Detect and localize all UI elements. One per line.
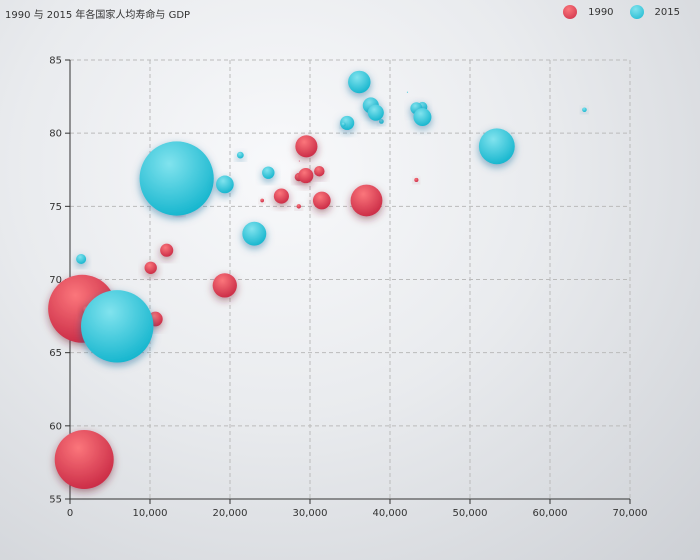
x-tick-label: 20,000 bbox=[213, 508, 248, 519]
x-tick-label: 70,000 bbox=[613, 508, 648, 519]
y-tick-label: 60 bbox=[49, 421, 62, 432]
bubble-2015[interactable] bbox=[478, 128, 515, 165]
x-tick-label: 50,000 bbox=[453, 508, 488, 519]
bubble-2015[interactable] bbox=[262, 166, 275, 179]
bubble-2015[interactable] bbox=[406, 91, 409, 93]
legend: 1990 2015 bbox=[547, 5, 680, 19]
y-tick-label: 80 bbox=[49, 129, 62, 140]
bubble-1990[interactable] bbox=[314, 165, 325, 177]
bubble-2015[interactable] bbox=[139, 141, 214, 216]
bubble-1990[interactable] bbox=[273, 188, 289, 204]
bubble-1990[interactable] bbox=[350, 184, 383, 217]
x-tick-label: 10,000 bbox=[133, 508, 168, 519]
bubble-1990[interactable] bbox=[295, 135, 318, 158]
x-tick-label: 40,000 bbox=[373, 508, 408, 519]
bubble-1990[interactable] bbox=[260, 198, 265, 203]
x-tick-label: 30,000 bbox=[293, 508, 328, 519]
legend-item-1990[interactable]: 1990 bbox=[563, 5, 614, 19]
bubble-2015[interactable] bbox=[81, 290, 154, 363]
legend-marker-1990 bbox=[563, 5, 578, 19]
bubble-2015[interactable] bbox=[216, 175, 234, 194]
bubble-2015[interactable] bbox=[348, 70, 371, 94]
bubble-1990[interactable] bbox=[144, 261, 157, 274]
bubble-2015[interactable] bbox=[379, 119, 384, 124]
bubble-1990[interactable] bbox=[212, 273, 237, 298]
y-tick-label: 75 bbox=[49, 202, 62, 213]
legend-marker-2015 bbox=[629, 5, 644, 19]
bubble-2015[interactable] bbox=[582, 107, 587, 113]
bubble-1990[interactable] bbox=[296, 204, 302, 209]
bubble-2015[interactable] bbox=[242, 221, 267, 246]
bubble-2015[interactable] bbox=[367, 104, 384, 121]
bubble-2015[interactable] bbox=[76, 253, 87, 265]
bubble-1990[interactable] bbox=[54, 429, 114, 489]
y-tick-label: 55 bbox=[49, 495, 62, 506]
x-tick-label: 60,000 bbox=[533, 508, 568, 519]
bubble-1990[interactable] bbox=[414, 177, 419, 183]
bubble-2015[interactable] bbox=[341, 122, 346, 127]
legend-label-1990: 1990 bbox=[588, 6, 614, 18]
bubble-1990[interactable] bbox=[160, 243, 174, 257]
bubble-2015[interactable] bbox=[236, 151, 244, 159]
x-tick-label: 0 bbox=[67, 508, 73, 519]
bubble-1990[interactable] bbox=[298, 168, 314, 184]
y-tick-label: 70 bbox=[49, 275, 62, 286]
bubble-1990[interactable] bbox=[312, 191, 331, 210]
bubble-1990[interactable] bbox=[298, 160, 300, 162]
legend-item-2015[interactable]: 2015 bbox=[629, 5, 680, 19]
y-tick-label: 65 bbox=[49, 348, 62, 359]
chart-title: 1990 与 2015 年各国家人均寿命与 GDP bbox=[5, 10, 191, 21]
legend-label-2015: 2015 bbox=[654, 6, 680, 18]
bubble-2015[interactable] bbox=[413, 108, 432, 127]
y-tick-label: 85 bbox=[49, 56, 62, 67]
